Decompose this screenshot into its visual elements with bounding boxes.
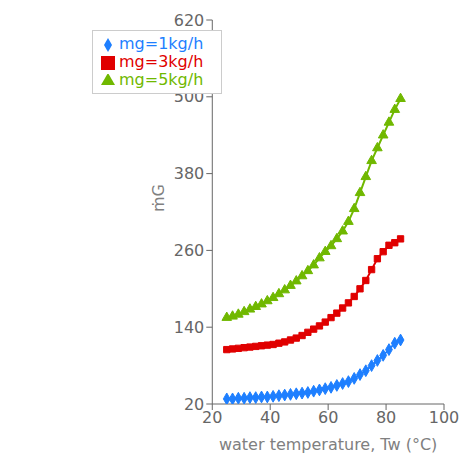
svg-text:20: 20 [202, 408, 222, 427]
html-text:mg=5kg/h: mg=5kg/h [119, 70, 204, 89]
svg-text:140: 140 [174, 318, 205, 337]
svg-text:40: 40 [260, 408, 280, 427]
svg-text:80: 80 [376, 408, 396, 427]
html-text:mg=1kg/h: mg=1kg/h [119, 34, 204, 53]
svg-text:100: 100 [429, 408, 460, 427]
svg-text:20: 20 [184, 395, 204, 414]
svg-text:620: 620 [174, 11, 205, 30]
svg-text:380: 380 [174, 164, 205, 183]
svg-text:60: 60 [318, 408, 338, 427]
html-text:mg=3kg/h: mg=3kg/h [119, 52, 204, 71]
svg-text:500: 500 [174, 87, 205, 106]
svg-text:water temperature, Tw (°C): water temperature, Tw (°C) [219, 435, 437, 454]
svg-text:ṁG: ṁG [149, 184, 168, 212]
svg-text:260: 260 [174, 241, 205, 260]
